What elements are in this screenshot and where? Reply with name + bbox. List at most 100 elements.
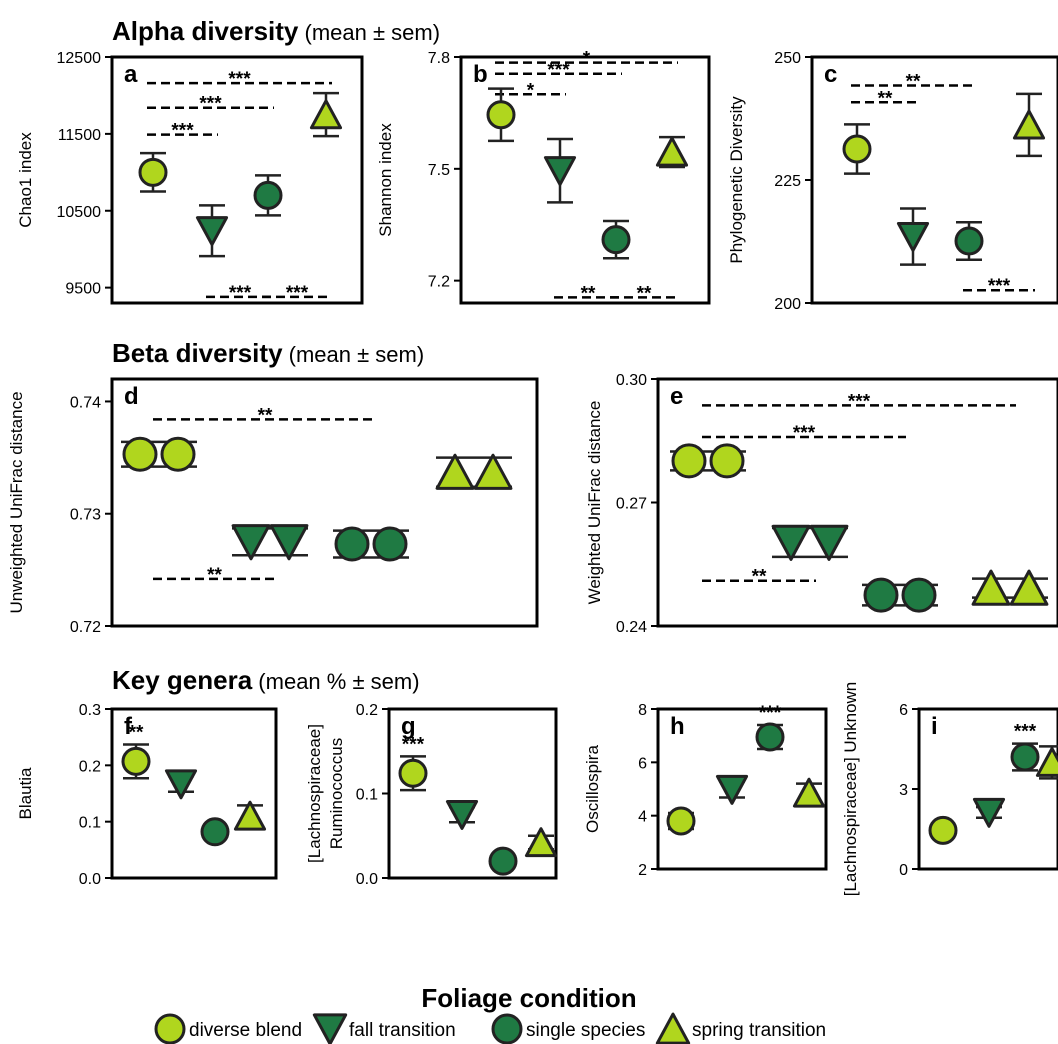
point-b-2 (601, 219, 631, 260)
y-tick-label: 12500 (57, 50, 102, 67)
y-tick-label: 7.8 (428, 50, 450, 67)
point-d-1 (231, 524, 309, 561)
data-marker (473, 453, 513, 490)
panel-frame (917, 707, 1058, 871)
y-axis-label: Phylogenetic Diversity (727, 96, 746, 264)
panel-d: d 0.72 0.73 0.74 Unweighted UniFrac distance… (7, 377, 539, 636)
significance-label: *** (171, 121, 194, 142)
panel-frame (110, 707, 278, 880)
point-f-1 (164, 769, 198, 800)
point-e-1 (771, 524, 849, 561)
data-marker (1009, 569, 1049, 606)
data-marker (524, 827, 558, 858)
y-tick-label: 250 (774, 50, 801, 67)
data-marker (901, 577, 937, 613)
panel-g: g 0.0 0.1 0.2 [Lachnospiraceae] Ruminococcus *… (305, 702, 558, 888)
legend: diverse blend fall transition single speci… (154, 1012, 826, 1044)
point-f-0 (121, 743, 151, 780)
point-b-0 (486, 87, 516, 143)
section-title-beta-rest: (mean ± sem) (283, 342, 425, 367)
data-marker (486, 100, 516, 130)
y-tick-label: 8 (638, 702, 647, 719)
significance-label: *** (848, 391, 871, 412)
y-tick-label: 0.3 (79, 702, 101, 719)
y-axis-label: Blautia (16, 767, 35, 820)
point-g-3 (524, 827, 558, 858)
data-marker (334, 526, 370, 562)
significance-mark: *** (759, 703, 782, 724)
point-g-2 (488, 846, 518, 876)
panel-frame (110, 55, 364, 305)
data-marker (233, 800, 267, 831)
data-marker (971, 569, 1011, 606)
data-marker (543, 156, 577, 187)
y-axis-label: Weighted UniFrac distance (585, 401, 604, 605)
legend-item-3: spring transition (655, 1012, 826, 1044)
y-tick-label: 2 (638, 862, 647, 879)
point-i-1 (972, 797, 1006, 828)
y-tick-label: 0.0 (79, 871, 101, 888)
significance-label: *** (793, 423, 816, 444)
svg-text:Beta diversity (mean ± sem): Beta diversity (mean ± sem) (112, 338, 424, 368)
data-marker (269, 524, 309, 561)
svg-text:Alpha diversity (mean ± sem): Alpha diversity (mean ± sem) (112, 16, 440, 46)
y-axis-label: Unweighted UniFrac distance (7, 391, 26, 613)
data-marker (954, 226, 984, 256)
data-marker (755, 722, 785, 752)
panel-i: i 0 3 6 [Lachnospiraceae] Unknown *** (841, 682, 1058, 897)
point-e-3 (971, 569, 1049, 606)
y-axis-label: Oscillospira (583, 745, 602, 833)
point-i-2 (1010, 742, 1040, 772)
legend-item-0: diverse blend (154, 1013, 302, 1044)
point-c-2 (954, 221, 984, 261)
y-tick-label: 7.5 (428, 162, 450, 179)
point-b-3 (655, 135, 689, 169)
y-axis-label: Chao1 index (16, 132, 35, 228)
data-marker (928, 815, 958, 845)
point-e-0 (670, 443, 746, 479)
data-marker (488, 846, 518, 876)
y-tick-label: 0.30 (616, 372, 647, 389)
y-axis-label: [Lachnospiraceae] Unknown (841, 682, 860, 897)
significance-mark: *** (1014, 722, 1037, 743)
point-c-1 (896, 207, 930, 266)
panel-h: h 2 4 6 8 Oscillospira *** (583, 702, 828, 879)
significance-label: ** (752, 567, 767, 588)
point-a-2 (253, 174, 283, 217)
data-marker (445, 800, 479, 830)
section-title-beta-bold: Beta diversity (112, 338, 283, 368)
y-tick-label: 225 (774, 173, 801, 190)
panel-f: f 0.0 0.1 0.2 0.3 Blautia ** (16, 702, 278, 888)
section-title-genera: Key genera (mean % ± sem) (112, 665, 420, 695)
panel-label: g (401, 713, 416, 740)
significance-label: ** (258, 405, 273, 426)
data-marker (231, 524, 271, 561)
significance-label: ** (878, 88, 893, 109)
data-marker (863, 577, 899, 613)
legend-label: fall transition (349, 1020, 456, 1041)
point-h-1 (715, 774, 749, 805)
point-d-2 (333, 526, 409, 562)
data-marker (715, 774, 749, 805)
data-marker (138, 157, 168, 187)
point-d-0 (121, 436, 197, 472)
legend-marker (491, 1013, 523, 1044)
point-h-2 (755, 722, 785, 752)
panel-frame (110, 377, 539, 628)
data-marker (122, 436, 158, 472)
y-tick-label: 0.73 (70, 507, 101, 524)
significance-label: ** (207, 565, 222, 586)
y-axis-label: Shannon index (376, 123, 395, 237)
point-d-3 (435, 453, 513, 490)
section-title-beta: Beta diversity (mean ± sem) (112, 338, 424, 368)
panel-e: e 0.24 0.27 0.30 Weighted UniFrac distance **… (585, 372, 1058, 636)
y-axis-label: Ruminococcus (327, 738, 346, 850)
data-marker (160, 436, 196, 472)
point-i-3 (1035, 745, 1058, 780)
data-marker (896, 221, 930, 252)
y-axis-label: [Lachnospiraceae] (305, 724, 324, 863)
x-axis-title: Foliage condition (421, 983, 636, 1013)
point-e-2 (862, 577, 938, 613)
